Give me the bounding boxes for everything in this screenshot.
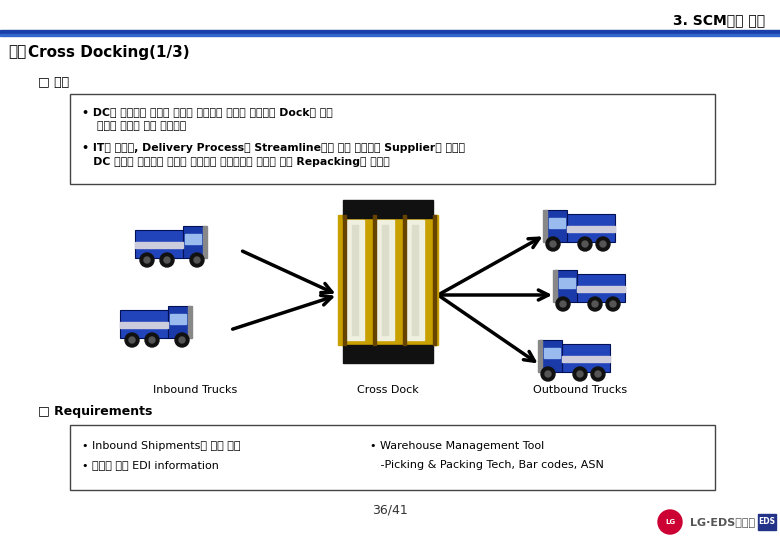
Text: Outbound Trucks: Outbound Trucks	[533, 385, 627, 395]
Bar	[70, 94, 715, 184]
Bar	[343, 345, 433, 363]
Circle shape	[596, 237, 610, 251]
Circle shape	[545, 371, 551, 377]
Circle shape	[129, 337, 135, 343]
Bar	[555, 270, 577, 302]
Circle shape	[550, 241, 556, 247]
Circle shape	[164, 257, 170, 263]
Text: • DC로 입고되는 제품을 창고에 저장하는 단계를 생략하고 Dock를 통해: • DC로 입고되는 제품을 창고에 저장하는 단계를 생략하고 Dock를 통…	[82, 107, 333, 117]
Bar	[406, 220, 424, 340]
Circle shape	[606, 297, 620, 311]
Bar	[170, 314, 186, 324]
Circle shape	[149, 337, 155, 343]
Bar	[0, 34, 780, 36]
Circle shape	[140, 253, 154, 267]
Text: 필요한 곳으로 바로 캜하시림: 필요한 곳으로 바로 캜하시림	[82, 121, 186, 131]
Bar	[567, 226, 615, 232]
Bar	[120, 310, 168, 338]
Circle shape	[541, 367, 555, 381]
Circle shape	[145, 333, 159, 347]
Bar	[135, 242, 183, 248]
Text: LG: LG	[665, 519, 675, 525]
Circle shape	[144, 257, 150, 263]
Bar	[553, 270, 557, 302]
Circle shape	[179, 337, 185, 343]
Bar	[543, 210, 547, 242]
Text: LG·EDS시스템: LG·EDS시스템	[690, 517, 755, 527]
Bar	[433, 215, 436, 345]
Bar	[540, 340, 562, 372]
Text: • Warehouse Management Tool: • Warehouse Management Tool	[370, 441, 544, 451]
Text: Cross Docking(1/3): Cross Docking(1/3)	[28, 44, 190, 59]
Bar	[183, 226, 205, 258]
Bar	[373, 215, 376, 345]
Text: □ Requirements: □ Requirements	[38, 406, 152, 419]
Bar	[188, 306, 192, 338]
Circle shape	[658, 510, 682, 534]
Circle shape	[573, 367, 587, 381]
Circle shape	[125, 333, 139, 347]
Bar	[382, 225, 388, 335]
Bar	[562, 344, 610, 372]
Circle shape	[610, 301, 616, 307]
Text: ⓡⓔ: ⓡⓔ	[8, 44, 27, 59]
Bar	[0, 30, 780, 34]
Text: 3. SCM구현 기술: 3. SCM구현 기술	[673, 13, 765, 27]
Bar	[559, 278, 575, 288]
Bar	[343, 215, 346, 345]
Circle shape	[190, 253, 204, 267]
Text: Cross Dock: Cross Dock	[357, 385, 419, 395]
Text: • 주문에 대한 EDI information: • 주문에 대한 EDI information	[82, 460, 219, 470]
Bar	[577, 286, 625, 292]
Bar	[412, 225, 418, 335]
Bar	[168, 306, 190, 338]
Circle shape	[591, 367, 605, 381]
Circle shape	[595, 371, 601, 377]
Bar	[343, 200, 433, 218]
Bar	[338, 215, 438, 345]
Bar	[544, 348, 560, 358]
Bar	[577, 274, 625, 302]
Circle shape	[578, 237, 592, 251]
Bar	[203, 226, 207, 258]
Text: DC 입고와 고객으로 시하시 발생하는 저장단계를 없애고 단지 Repacking만 수행할: DC 입고와 고객으로 시하시 발생하는 저장단계를 없애고 단지 Repack…	[82, 157, 390, 167]
Circle shape	[588, 297, 602, 311]
Bar	[567, 214, 615, 242]
Circle shape	[175, 333, 189, 347]
Circle shape	[560, 301, 566, 307]
Text: Inbound Trucks: Inbound Trucks	[153, 385, 237, 395]
Bar	[545, 210, 567, 242]
Circle shape	[600, 241, 606, 247]
Bar	[70, 425, 715, 490]
Circle shape	[592, 301, 598, 307]
Text: • Inbound Shipments에 대한 정보: • Inbound Shipments에 대한 정보	[82, 441, 240, 451]
Bar	[120, 322, 168, 328]
Bar	[403, 215, 406, 345]
Text: -Picking & Packing Tech, Bar codes, ASN: -Picking & Packing Tech, Bar codes, ASN	[370, 460, 604, 470]
Bar	[185, 234, 201, 244]
Circle shape	[556, 297, 570, 311]
Circle shape	[194, 257, 200, 263]
Bar	[538, 340, 542, 372]
Bar	[346, 220, 364, 340]
Bar	[352, 225, 358, 335]
Bar	[758, 514, 776, 530]
Circle shape	[546, 237, 560, 251]
Text: EDS: EDS	[758, 517, 775, 526]
Bar	[549, 218, 565, 228]
Bar	[135, 230, 183, 258]
Text: □ 정의: □ 정의	[38, 76, 69, 89]
Circle shape	[582, 241, 588, 247]
Text: • IT를 레버링, Delivery Process의 Streamline화를 위한 목로으로 Supplier로 부터의: • IT를 레버링, Delivery Process의 Streamline화…	[82, 143, 465, 153]
Circle shape	[577, 371, 583, 377]
Text: 36/41: 36/41	[372, 503, 408, 516]
Circle shape	[160, 253, 174, 267]
Bar	[562, 356, 610, 362]
Bar	[376, 220, 394, 340]
